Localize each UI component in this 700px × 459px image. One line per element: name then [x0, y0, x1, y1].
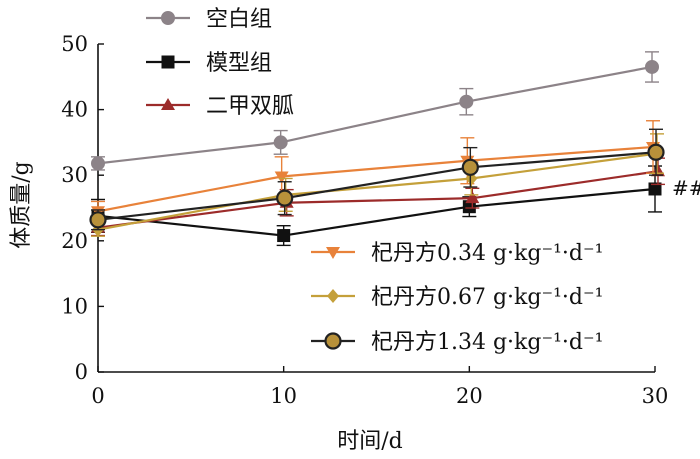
legend-label: 杞丹方1.34 g·kg⁻¹·d⁻¹: [371, 330, 603, 355]
series-line: [97, 151, 657, 221]
data-point: [647, 143, 665, 161]
data-point: [648, 182, 662, 196]
legend-item-6: 杞丹方1.34 g·kg⁻¹·d⁻¹: [311, 330, 603, 355]
series-line: [97, 65, 653, 165]
data-point: [276, 189, 294, 207]
x-tick-label: 30: [642, 384, 669, 408]
data-point: [274, 171, 289, 184]
y-tick-label: 40: [61, 98, 88, 122]
legend-marker: [161, 11, 175, 25]
data-point: [465, 191, 480, 204]
legend-item-5: 杞丹方0.67 g·kg⁻¹·d⁻¹: [311, 285, 603, 310]
y-axis-label: 体质量/g: [9, 161, 34, 249]
significance-annotation: ##: [672, 176, 700, 200]
y-tick-labels: 0 10 20 30 40 50: [61, 32, 88, 384]
legend-item-1: 空白组: [146, 7, 272, 32]
data-point: [461, 158, 479, 176]
data-point: [273, 135, 288, 150]
x-tick-labels: 0 10 20 30: [91, 384, 668, 408]
legend-item-4: 杞丹方0.34 g·kg⁻¹·d⁻¹: [311, 241, 603, 266]
legend-marker: [327, 289, 339, 303]
legend-label: 杞丹方0.34 g·kg⁻¹·d⁻¹: [371, 241, 603, 266]
series-1: [91, 51, 659, 171]
y-tick-label: 30: [61, 163, 88, 187]
y-tick-label: 0: [75, 360, 88, 384]
series-line: [97, 152, 658, 231]
axes: [97, 43, 656, 373]
data-point: [645, 59, 659, 74]
data-point: [277, 229, 291, 243]
legend-item-3: 二甲双胍: [146, 94, 294, 119]
data-point: [89, 211, 107, 229]
legend-marker: [161, 55, 175, 69]
legend-marker: [326, 247, 340, 259]
x-tick-label: 10: [270, 384, 297, 408]
legend-label: 杞丹方0.67 g·kg⁻¹·d⁻¹: [371, 285, 603, 310]
plot-area: [89, 51, 665, 247]
y-tick-label: 10: [61, 294, 88, 318]
y-tick-label: 50: [61, 32, 88, 56]
legend-marker: [324, 332, 342, 350]
y-tick-label: 20: [61, 229, 88, 253]
x-tick-label: 0: [91, 384, 104, 408]
series-2: [91, 165, 662, 247]
data-point: [91, 156, 105, 171]
series-6: [89, 128, 665, 231]
series-line: [97, 187, 656, 237]
legend-label: 二甲双胍: [206, 94, 294, 119]
x-tick-label: 20: [456, 384, 483, 408]
x-axis-label: 时间/d: [337, 429, 403, 454]
legend-label: 空白组: [206, 7, 272, 32]
series-4: [91, 120, 660, 222]
legend-label: 模型组: [206, 51, 272, 76]
legend-item-2: 模型组: [146, 51, 272, 76]
series-line: [97, 170, 659, 229]
data-point: [459, 94, 474, 109]
legend-marker: [161, 98, 175, 110]
series-line: [97, 145, 654, 213]
